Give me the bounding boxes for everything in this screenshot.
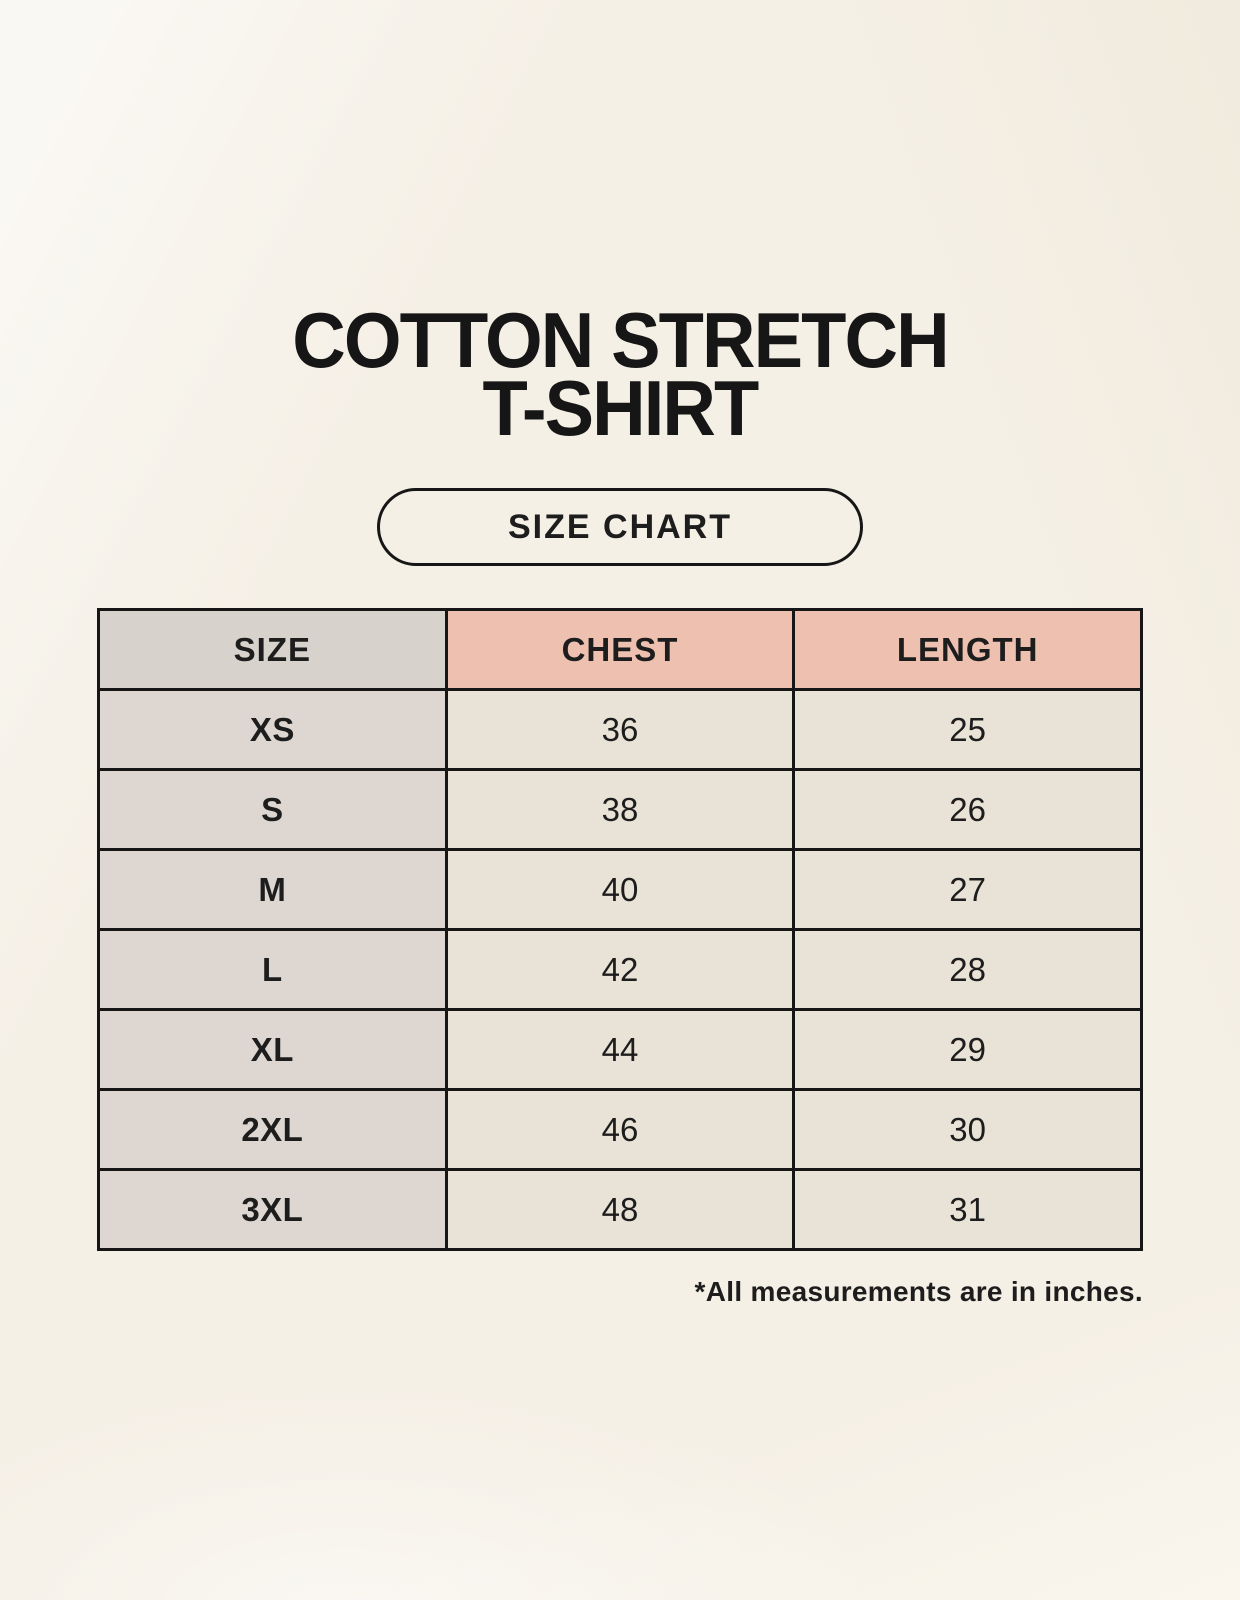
table-row-3xl: 3XL 48 31 [97,1168,1143,1251]
length-value: 29 [792,1008,1143,1091]
chest-value: 48 [444,1168,796,1251]
table-row-m: M 40 27 [97,848,1143,931]
table-row-s: S 38 26 [97,768,1143,851]
page-title-line-2: T-SHIRT [482,364,760,452]
length-value: 28 [792,928,1143,1011]
chest-value: 40 [444,848,796,931]
size-label: L [97,928,448,1011]
size-table: SIZE CHEST LENGTH XS 36 25 S 38 26 M 40 … [97,608,1143,1251]
column-header-size: SIZE [97,608,448,691]
size-table-body: XS 36 25 S 38 26 M 40 27 L 42 28 XL 44 [97,688,1143,1251]
size-label: XS [97,688,448,771]
chest-value: 38 [444,768,796,851]
length-value: 26 [792,768,1143,851]
table-row-xl: XL 44 29 [97,1008,1143,1091]
table-row-xs: XS 36 25 [97,688,1143,771]
length-value: 30 [792,1088,1143,1171]
length-value: 25 [792,688,1143,771]
size-table-header: SIZE CHEST LENGTH [97,608,1143,691]
size-chart-badge: SIZE CHART [377,488,863,566]
header-row: SIZE CHEST LENGTH [97,608,1143,691]
size-label: S [97,768,448,851]
chest-value: 42 [444,928,796,1011]
page-title-line-1: COTTON STRETCH [292,296,949,384]
table-row-l: L 42 28 [97,928,1143,1011]
chest-value: 46 [444,1088,796,1171]
table-row-2xl: 2XL 46 30 [97,1088,1143,1171]
page-title: COTTON STRETCH T-SHIRT [31,296,1209,452]
column-header-chest: CHEST [444,608,796,691]
chest-value: 44 [444,1008,796,1091]
chest-value: 36 [444,688,796,771]
length-value: 31 [792,1168,1143,1251]
length-value: 27 [792,848,1143,931]
size-label: M [97,848,448,931]
measurements-note: *All measurements are in inches. [694,1276,1143,1307]
size-label: 2XL [97,1088,448,1171]
size-label: XL [97,1008,448,1091]
size-label: 3XL [97,1168,448,1251]
column-header-length: LENGTH [792,608,1143,691]
size-chart-badge-label: SIZE CHART [508,507,732,546]
